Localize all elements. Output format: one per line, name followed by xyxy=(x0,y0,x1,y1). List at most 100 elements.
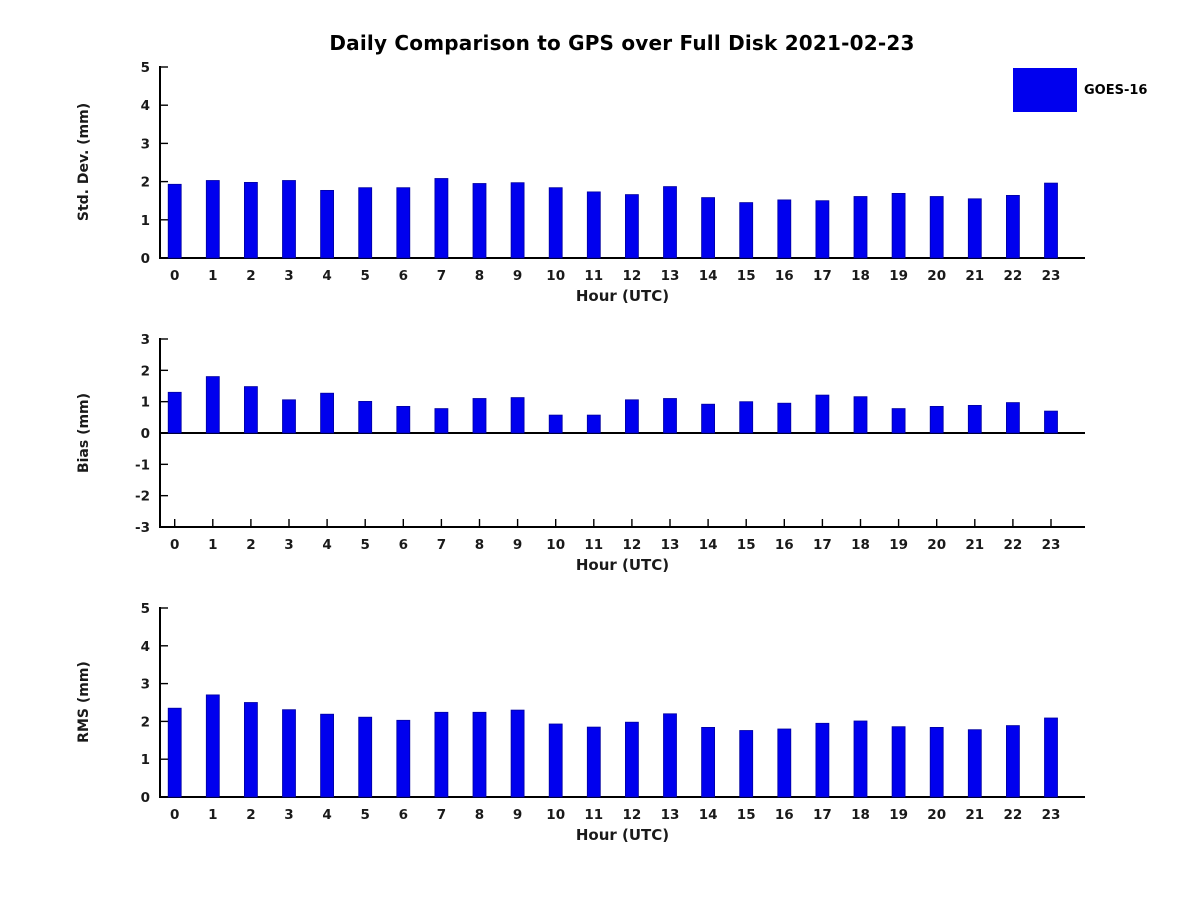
y-tick-label: 0 xyxy=(141,790,150,806)
bar-goes-16-hour-7 xyxy=(434,711,449,798)
bar-goes-16-hour-17 xyxy=(815,722,830,798)
x-tick-label: 19 xyxy=(889,807,908,823)
bar-goes-16-hour-10 xyxy=(548,414,563,434)
x-tick-label: 5 xyxy=(360,268,369,284)
x-tick-label: 3 xyxy=(284,268,293,284)
x-tick-label: 23 xyxy=(1042,268,1061,284)
x-tick-label: 5 xyxy=(360,537,369,553)
y-tick-label: 5 xyxy=(141,60,150,76)
x-tick-label: 18 xyxy=(851,537,870,553)
x-tick-label: 22 xyxy=(1004,807,1023,823)
x-tick-label: 6 xyxy=(399,807,408,823)
x-tick-label: 9 xyxy=(513,268,522,284)
x-tick-label: 3 xyxy=(284,537,293,553)
bar-goes-16-hour-0 xyxy=(167,707,182,798)
y-tick-label: 4 xyxy=(141,98,150,114)
x-tick-label: 10 xyxy=(546,807,565,823)
x-tick-label: 11 xyxy=(584,268,603,284)
x-tick-label: 3 xyxy=(284,807,293,823)
bar-goes-16-hour-3 xyxy=(282,709,296,798)
bar-goes-16-hour-6 xyxy=(396,405,411,434)
bar-goes-16-hour-18 xyxy=(853,196,868,259)
bar-goes-16-hour-12 xyxy=(625,399,639,434)
y-tick-label: -3 xyxy=(135,520,150,536)
x-tick-label: 0 xyxy=(170,537,179,553)
bar-goes-16-hour-18 xyxy=(853,396,868,434)
bar-goes-16-hour-8 xyxy=(472,398,487,434)
x-tick-label: 12 xyxy=(623,268,642,284)
x-tick-label: 8 xyxy=(475,537,484,553)
bar-goes-16-hour-21 xyxy=(967,198,982,259)
bar-goes-16-hour-8 xyxy=(472,711,487,798)
bar-goes-16-hour-8 xyxy=(472,183,487,259)
bar-goes-16-hour-9 xyxy=(510,709,525,798)
x-tick-label: 9 xyxy=(513,807,522,823)
bar-goes-16-hour-16 xyxy=(777,199,792,259)
y-tick-label: 2 xyxy=(141,175,150,191)
x-tick-label: 20 xyxy=(927,537,946,553)
x-tick-label: 7 xyxy=(437,268,446,284)
bar-goes-16-hour-4 xyxy=(320,392,335,434)
x-tick-label: 1 xyxy=(208,537,217,553)
legend-swatch-goes16 xyxy=(1013,68,1077,112)
x-tick-label: 1 xyxy=(208,268,217,284)
bar-goes-16-hour-9 xyxy=(510,397,525,434)
bar-goes-16-hour-3 xyxy=(282,399,296,434)
y-tick-label: 1 xyxy=(141,395,150,411)
x-tick-label: 13 xyxy=(661,268,680,284)
bar-goes-16-hour-16 xyxy=(777,402,792,434)
x-tick-label: 11 xyxy=(584,537,603,553)
bar-goes-16-hour-7 xyxy=(434,408,449,434)
bar-goes-16-hour-11 xyxy=(586,191,601,259)
bar-goes-16-hour-22 xyxy=(1006,194,1020,259)
x-tick-label: 22 xyxy=(1004,268,1023,284)
x-tick-label: 22 xyxy=(1004,537,1023,553)
y-tick-label: -1 xyxy=(135,457,150,473)
bar-goes-16-hour-13 xyxy=(663,713,677,798)
x-tick-label: 11 xyxy=(584,807,603,823)
x-tick-label: 7 xyxy=(437,537,446,553)
x-tick-label: 19 xyxy=(889,537,908,553)
bar-goes-16-hour-11 xyxy=(586,726,601,798)
x-tick-label: 14 xyxy=(699,537,718,553)
bar-goes-16-hour-0 xyxy=(167,391,182,434)
y-tick-label: 0 xyxy=(141,426,150,442)
bar-goes-16-hour-4 xyxy=(320,189,335,259)
bar-goes-16-hour-3 xyxy=(282,180,296,259)
x-tick-label: 0 xyxy=(170,268,179,284)
ylabel-std-dev: Std. Dev. (mm) xyxy=(76,102,92,222)
x-tick-label: 17 xyxy=(813,807,832,823)
y-tick-label: 1 xyxy=(141,213,150,229)
x-tick-label: 2 xyxy=(246,268,255,284)
bar-goes-16-hour-1 xyxy=(205,694,220,798)
legend-label: GOES-16 xyxy=(1084,82,1148,98)
x-tick-label: 7 xyxy=(437,807,446,823)
x-tick-label: 15 xyxy=(737,537,756,553)
y-tick-label: 0 xyxy=(141,251,150,267)
bar-goes-16-hour-20 xyxy=(929,405,944,434)
bar-goes-16-hour-15 xyxy=(739,202,754,259)
bar-goes-16-hour-19 xyxy=(891,726,906,798)
y-tick-label: 1 xyxy=(141,752,150,768)
bar-goes-16-hour-12 xyxy=(625,194,639,259)
bar-goes-16-hour-13 xyxy=(663,186,677,259)
bar-goes-16-hour-9 xyxy=(510,182,525,259)
x-tick-label: 21 xyxy=(965,807,984,823)
bar-goes-16-hour-5 xyxy=(358,716,373,798)
y-tick-label: 4 xyxy=(141,639,150,655)
y-tick-label: -2 xyxy=(135,489,150,505)
x-tick-label: 14 xyxy=(699,268,718,284)
bar-goes-16-hour-10 xyxy=(548,187,563,259)
x-tick-label: 16 xyxy=(775,807,794,823)
legend: GOES-16 xyxy=(1013,68,1147,112)
x-tick-label: 12 xyxy=(623,537,642,553)
x-tick-label: 4 xyxy=(322,807,331,823)
bar-goes-16-hour-1 xyxy=(205,180,220,259)
x-tick-label: 13 xyxy=(661,807,680,823)
bar-goes-16-hour-2 xyxy=(243,386,258,434)
xlabel-hour-utc-2: Hour (UTC) xyxy=(575,556,670,574)
x-tick-label: 20 xyxy=(927,807,946,823)
x-tick-label: 8 xyxy=(475,807,484,823)
ylabel-bias: Bias (mm) xyxy=(76,392,92,474)
